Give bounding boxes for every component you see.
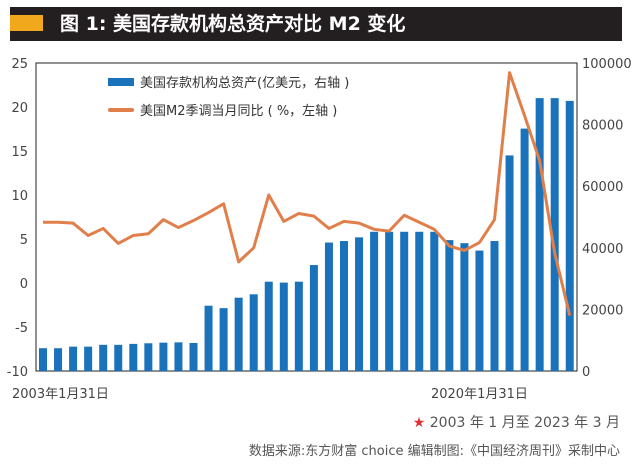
bar <box>400 231 409 371</box>
bar <box>159 342 168 371</box>
bar <box>84 346 93 371</box>
title-bar: 图 1: 美国存款机构总资产对比 M2 变化 <box>10 7 622 41</box>
y-right-tick-label: 20000 <box>582 303 623 318</box>
bar <box>340 241 348 371</box>
source-note: 数据来源:东方财富 choice 编辑制图:《中国经济周刊》采制中心 <box>248 444 620 459</box>
title-accent-mark <box>10 15 43 31</box>
y-right-tick-label: 80000 <box>582 119 623 134</box>
chart-title: 图 1: 美国存款机构总资产对比 M2 变化 <box>60 13 406 35</box>
bar <box>520 128 529 371</box>
y-left-tick-label: 15 <box>11 145 28 160</box>
y-left-tick-label: 10 <box>11 189 28 204</box>
bar <box>294 281 303 371</box>
y-right-tick-label: 40000 <box>582 242 623 257</box>
y-left-tick-label: -5 <box>15 321 28 336</box>
legend-line-swatch <box>108 108 134 112</box>
bar <box>279 282 288 371</box>
bar <box>129 343 138 371</box>
star-icon: ★ <box>412 415 426 431</box>
y-left-tick-label: 5 <box>20 233 28 248</box>
legend: 美国存款机构总资产(亿美元，右轴 ) 美国M2季调当月同比 ( %，左轴 ) <box>108 76 349 119</box>
date-range-text: 2003 年 1 月至 2023 年 3 月 <box>425 415 620 431</box>
m2-line <box>43 71 572 316</box>
bar <box>490 241 499 371</box>
bar <box>385 231 394 371</box>
bar <box>264 281 273 371</box>
bar <box>535 98 544 371</box>
date-range-note: ★ 2003 年 1 月至 2023 年 3 月 <box>413 412 620 432</box>
y-left-tick-label: 0 <box>20 277 28 292</box>
bar <box>550 98 559 371</box>
bar <box>69 346 78 371</box>
y-right-tick-label: 100000 <box>582 57 632 72</box>
bar <box>430 231 439 371</box>
y-left-tick-label: 25 <box>11 57 28 72</box>
bar <box>144 343 153 371</box>
y-left-tick-label: 20 <box>11 101 28 116</box>
plot-frame <box>35 62 578 372</box>
bar <box>174 342 183 371</box>
bar <box>204 305 213 371</box>
bar <box>54 348 63 371</box>
bar <box>445 240 454 371</box>
bar <box>355 237 364 371</box>
bar <box>309 265 318 371</box>
bar <box>505 155 514 371</box>
x-tick-label: 2020年1月31日 <box>431 387 528 402</box>
bar <box>219 308 228 371</box>
bar <box>475 250 484 371</box>
bar <box>39 348 47 371</box>
bar <box>324 242 333 371</box>
x-tick-label: 2003年1月31日 <box>12 387 109 402</box>
legend-bar-swatch <box>108 78 134 86</box>
bar <box>460 243 469 371</box>
y-right-tick-label: 0 <box>582 365 590 380</box>
bar <box>234 297 243 371</box>
bar <box>249 294 258 371</box>
bar <box>189 342 198 371</box>
y-left-tick-label: -10 <box>7 365 28 380</box>
bar <box>370 231 379 371</box>
bar <box>99 344 108 371</box>
legend-bar-label: 美国存款机构总资产(亿美元，右轴 ) <box>140 76 349 91</box>
bar <box>565 100 574 371</box>
y-right-tick-label: 60000 <box>582 180 623 195</box>
bar <box>114 344 123 371</box>
bar <box>415 231 424 371</box>
legend-line-label: 美国M2季调当月同比 ( %，左轴 ) <box>140 104 337 119</box>
